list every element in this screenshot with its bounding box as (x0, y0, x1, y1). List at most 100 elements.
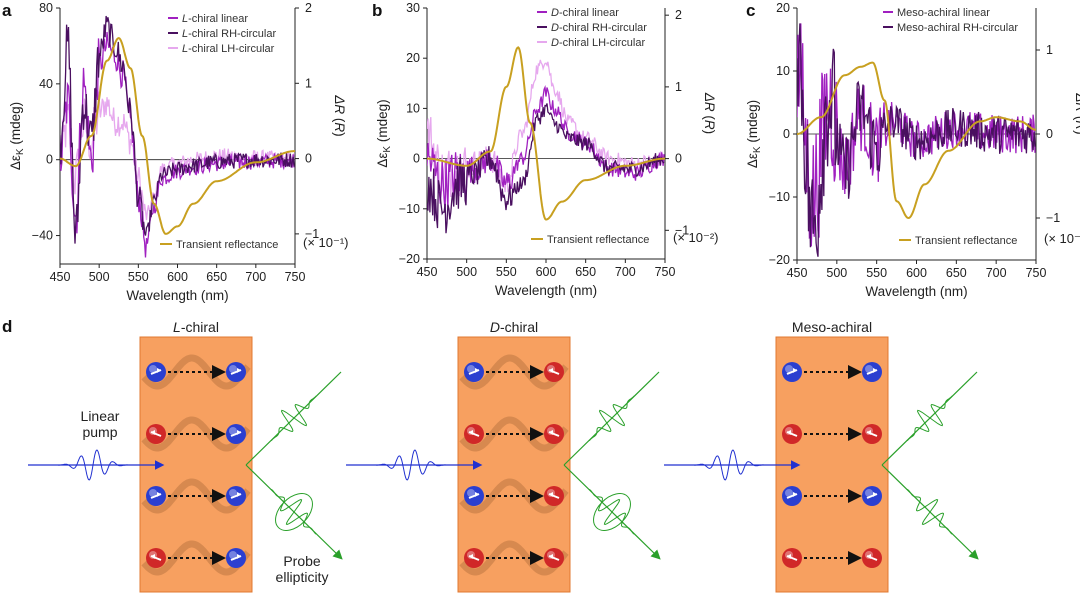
legend-entry-tr: Transient reflectance (176, 239, 278, 251)
slab-title: L-chiral (173, 319, 219, 335)
y2-tick-label: 0 (1046, 127, 1053, 141)
ellipticity-ellipse (593, 493, 631, 531)
probe-wave-packet (270, 395, 317, 441)
y-tick-label: 30 (406, 1, 420, 15)
panel-letter-c: c (746, 1, 755, 20)
legend-entry: L-chiral RH-circular (182, 28, 276, 40)
y-axis-label: ΔεK (mdeg) (8, 102, 26, 170)
pump-wave-packet (376, 449, 446, 481)
panel-letter-a: a (2, 1, 12, 20)
series-line-2 (797, 23, 1036, 257)
series-line-transient-reflectance (60, 37, 295, 235)
probe-incoming-beam (245, 371, 342, 466)
x-tick-label: 700 (986, 266, 1007, 280)
y-tick-label: −10 (769, 190, 790, 204)
pump-label-line1: Linear (81, 408, 120, 424)
probe-wave-packet (589, 488, 635, 535)
x-tick-label: 600 (906, 266, 927, 280)
x-tick-label: 750 (285, 270, 306, 284)
y-tick-label: 0 (783, 127, 790, 141)
legend-entry: D-chiral RH-circular (551, 22, 647, 34)
y2-tick-label: 0 (305, 152, 312, 166)
y-tick-label: 0 (413, 152, 420, 166)
x-tick-label: 700 (245, 270, 266, 284)
series-line-transient-reflectance (797, 61, 1036, 220)
y2-tick-label: 1 (305, 76, 312, 90)
x-tick-label: 550 (866, 266, 887, 280)
helix-wave (141, 354, 251, 390)
pump-label-line2: pump (82, 424, 117, 440)
chart-b: 450 500 550 600 650 700 7503020100−10−20210−1W… (375, 1, 719, 298)
y-tick-label: 20 (776, 1, 790, 15)
legend-entry: Meso-achiral RH-circular (897, 22, 1018, 34)
y-tick-label: 0 (46, 153, 53, 167)
x-tick-label: 600 (167, 270, 188, 284)
y-tick-label: −10 (399, 202, 420, 216)
x-tick-label: 450 (417, 265, 438, 279)
y-tick-label: 10 (776, 64, 790, 78)
probe-incoming-beam (881, 371, 978, 466)
y-tick-label: 20 (406, 51, 420, 65)
x-tick-label: 500 (456, 265, 477, 279)
probe-wave-packet (271, 488, 317, 535)
probe-wave-packet (907, 488, 953, 535)
x-tick-label: 500 (89, 270, 110, 284)
y-tick-label: 40 (39, 77, 53, 91)
scale-note: (× 10⁻²) (673, 230, 719, 245)
chart-a: 450 500 550 600 650 700 750 80 40 0 −40 2 1 0 −1 Wavele… (8, 1, 349, 303)
y-tick-label: −20 (399, 252, 420, 266)
x-tick-label: 700 (615, 265, 636, 279)
pump-wave-packet (694, 449, 764, 481)
x-axis-label: Wavelength (nm) (126, 288, 228, 303)
series-line-transient-reflectance (427, 46, 665, 221)
y2-tick-label: −1 (305, 227, 319, 241)
x-tick-label: 450 (50, 270, 71, 284)
probe-label-line1: Probe (283, 553, 321, 569)
legend-entry-tr: Transient reflectance (547, 234, 649, 246)
y-axis-label: ΔεK (mdeg) (745, 100, 763, 168)
probe-label-line2: ellipticity (276, 569, 329, 585)
y2-tick-label: 0 (675, 152, 682, 166)
helix-wave (459, 540, 569, 576)
legend-entry: Meso-achiral linear (897, 7, 990, 19)
x-tick-label: 550 (496, 265, 517, 279)
x-tick-label: 450 (787, 266, 808, 280)
panel-letter-d: d (2, 317, 12, 336)
probe-reflected-beam (563, 464, 661, 560)
y-axis-label: ΔεK (mdeg) (375, 99, 393, 167)
panel-letter-b: b (372, 1, 382, 20)
x-tick-label: 750 (655, 265, 676, 279)
y2-tick-label: 1 (1046, 43, 1053, 57)
helix-wave (459, 416, 569, 452)
ellipticity-ellipse (275, 493, 313, 531)
probe-reflected-beam (881, 464, 979, 560)
y-tick-label: −20 (769, 253, 790, 267)
probe-incoming-beam (563, 371, 660, 466)
slab-D: D-chiral (346, 319, 661, 593)
x-tick-label: 650 (946, 266, 967, 280)
helix-wave (141, 540, 251, 576)
y2-tick-label: 2 (305, 1, 312, 15)
legend-entry: L-chiral linear (182, 13, 248, 25)
slab-title: Meso-achiral (792, 319, 872, 335)
series-line-2 (427, 103, 665, 234)
x-axis-label: Wavelength (nm) (495, 283, 597, 298)
x-tick-label: 500 (826, 266, 847, 280)
y-tick-label: 10 (406, 101, 420, 115)
y2-tick-label: 2 (675, 8, 682, 22)
helix-wave (459, 478, 569, 514)
series-line-1 (60, 31, 295, 258)
y2-tick-label: 1 (675, 80, 682, 94)
scale-note: (× 10⁻² (1044, 231, 1080, 246)
probe-wave-packet (906, 395, 953, 441)
y2-axis-label: ΔR (R) (702, 92, 717, 134)
x-tick-label: 750 (1026, 266, 1047, 280)
y2-tick-label: −1 (675, 223, 689, 237)
helix-wave (141, 478, 251, 514)
pump-wave-packet (58, 449, 128, 481)
legend-entry: L-chiral LH-circular (182, 43, 275, 55)
series-line-3 (427, 59, 665, 198)
helix-wave (459, 354, 569, 390)
